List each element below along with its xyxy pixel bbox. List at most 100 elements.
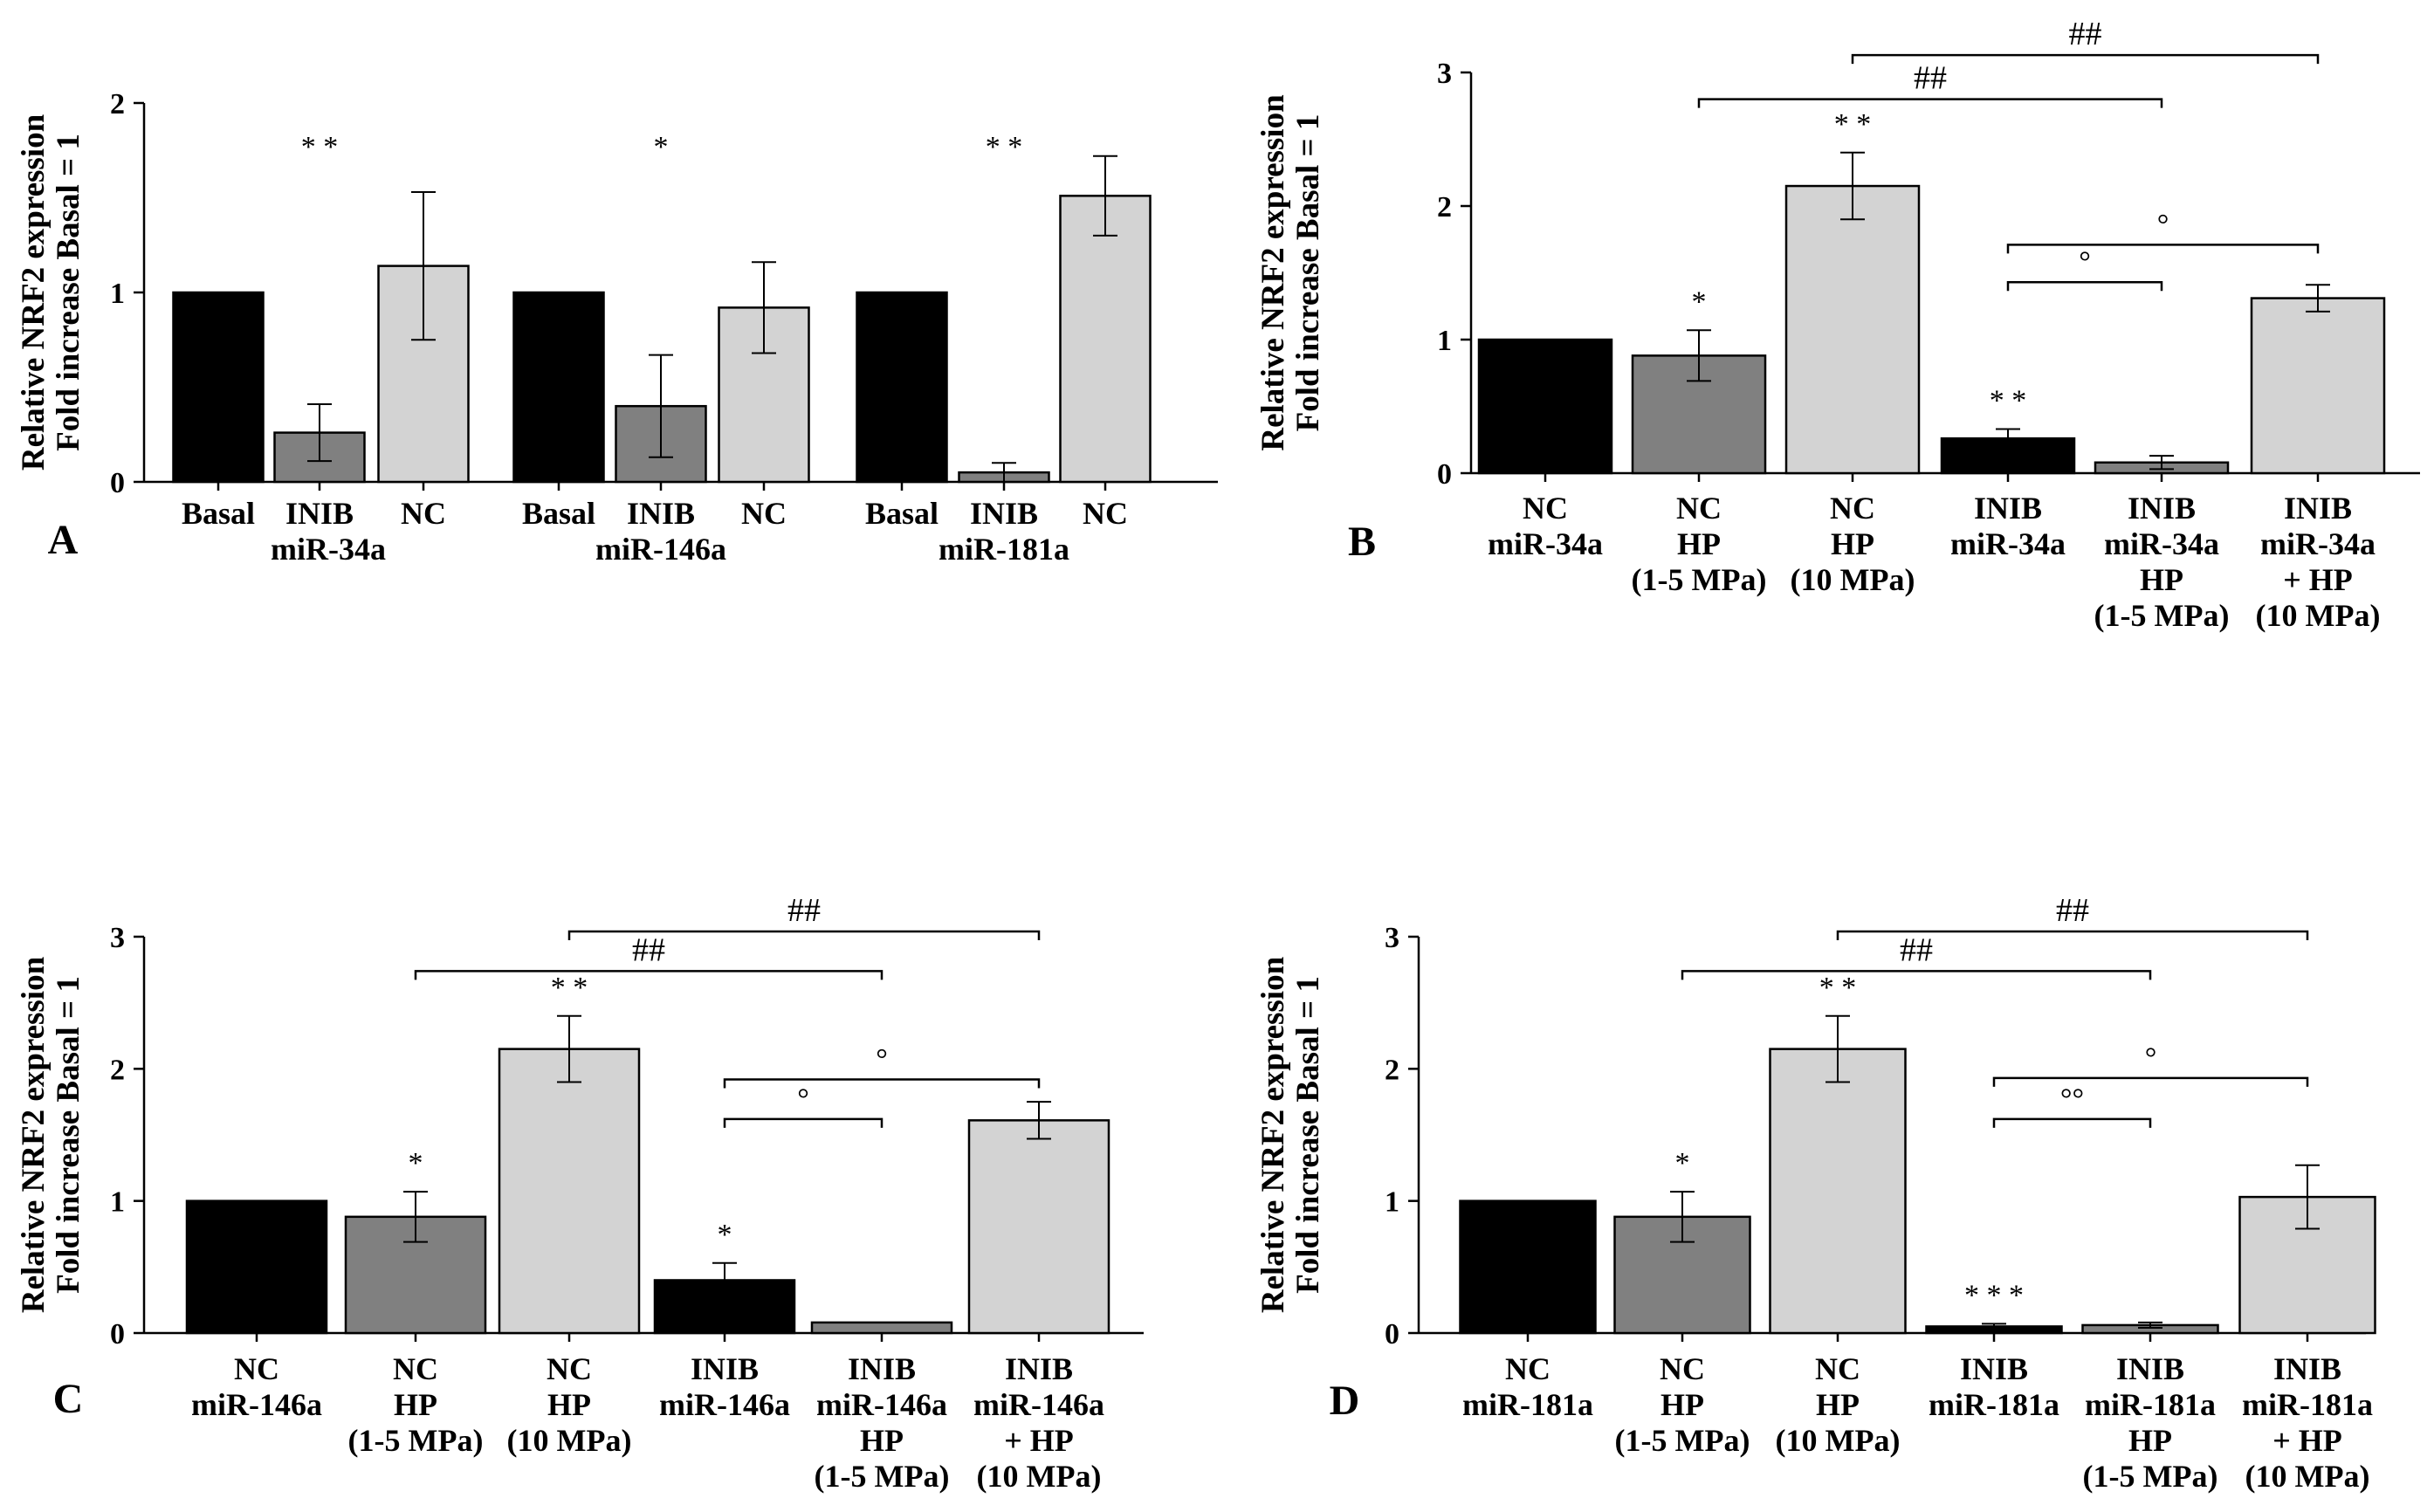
x-category-label: INIB (2116, 1351, 2184, 1386)
x-category-label: HP (1816, 1387, 1860, 1422)
comparison-bracket (1851, 53, 2320, 65)
x-category-label: NC (1676, 491, 1722, 526)
chart-panel-d: Relative NRF2 expression Fold increase Ba… (1255, 892, 2376, 1494)
significance-marker: * * (1990, 385, 2027, 417)
x-category-label: INIB (1974, 491, 2042, 526)
y-axis-label-line2: Fold increase Basal = 1 (51, 976, 86, 1294)
bar (2250, 297, 2386, 475)
x-category-label: HP (1677, 526, 1721, 561)
x-category-label: INIB (970, 496, 1038, 531)
x-category-label: INIB (285, 496, 354, 531)
x-category-label: (10 MPa) (507, 1423, 632, 1458)
x-category-label: + HP (2272, 1423, 2342, 1458)
panel-letter: C (53, 1376, 84, 1422)
x-category-label: HP (860, 1423, 904, 1458)
x-group-label: miR-146a (595, 532, 726, 567)
x-category-label: miR-181a (1462, 1387, 1593, 1422)
x-category-label: miR-146a (191, 1387, 322, 1422)
x-category-label: INIB (1005, 1351, 1073, 1386)
x-category-label: NC (741, 496, 787, 531)
y-tick-label: 3 (1437, 58, 1452, 90)
y-axis-label-line1: Relative NRF2 expression (1255, 94, 1291, 451)
comparison-bracket (2006, 280, 2163, 292)
y-axis-label-line1: Relative NRF2 expression (16, 956, 52, 1313)
comparison-bracket (2006, 244, 2320, 254)
y-tick-label: 0 (1385, 1318, 1399, 1350)
x-category-label: miR-34a (1488, 526, 1603, 561)
x-category-label: INIB (2128, 491, 2196, 526)
significance-marker: * * * (1964, 1279, 2024, 1311)
x-category-label: (1-5 MPa) (348, 1423, 484, 1458)
bracket-significance-label: °° (2060, 1083, 2084, 1116)
y-tick-label: 1 (1437, 325, 1452, 357)
comparison-bracket (1992, 1117, 2152, 1128)
bar (810, 1321, 953, 1335)
y-axis-label-line2: Fold increase Basal = 1 (1290, 976, 1326, 1294)
x-category-label: NC (547, 1351, 592, 1386)
x-group-label: miR-181a (939, 532, 1069, 567)
x-category-label: HP (547, 1387, 591, 1422)
significance-marker: * * (1819, 972, 1857, 1004)
x-category-label: miR-34a (1950, 526, 2066, 561)
x-category-label: HP (2140, 562, 2183, 597)
significance-marker: * (1675, 1147, 1690, 1179)
x-category-label: NC (234, 1351, 279, 1386)
bracket-significance-label: ## (632, 931, 665, 968)
chart-panel-a: Relative NRF2 expression Fold increase Ba… (16, 88, 1218, 567)
x-category-label: Basal (522, 496, 595, 531)
x-category-label: HP (394, 1387, 437, 1422)
bracket-significance-label: ° (876, 1043, 888, 1076)
bracket-significance-label: ## (1900, 931, 1933, 968)
bar (653, 1279, 796, 1335)
x-category-label: NC (1083, 496, 1128, 531)
y-axis-label-line1: Relative NRF2 expression (1255, 956, 1291, 1313)
significance-marker: * * (301, 131, 339, 163)
x-category-label: (1-5 MPa) (1632, 562, 1767, 597)
bracket-significance-label: ## (2069, 16, 2102, 52)
x-category-label: Basal (182, 496, 255, 531)
bar (1477, 338, 1613, 475)
significance-marker: * (1692, 285, 1707, 318)
bracket-significance-label: ° (2079, 246, 2091, 278)
bracket-significance-label: ## (1914, 60, 1947, 97)
y-axis-label-line2: Fold increase Basal = 1 (51, 134, 86, 451)
y-tick-label: 2 (110, 1054, 125, 1086)
panel-letter: B (1348, 519, 1376, 565)
x-category-label: HP (1660, 1387, 1704, 1422)
bar (1769, 1048, 1907, 1335)
bar (1459, 1199, 1597, 1335)
x-category-label: miR-181a (1929, 1387, 2059, 1422)
chart-panel-b: Relative NRF2 expression Fold increase Ba… (1255, 16, 2420, 633)
significance-marker: * * (986, 131, 1023, 163)
bar (172, 291, 265, 484)
x-category-label: INIB (627, 496, 695, 531)
x-category-label: NC (1523, 491, 1568, 526)
significance-marker: * * (551, 972, 588, 1004)
x-category-label: NC (393, 1351, 438, 1386)
significance-marker: * * (1834, 108, 1872, 141)
comparison-bracket (1681, 970, 2152, 980)
x-category-label: miR-34a (2104, 526, 2219, 561)
x-group-label: miR-34a (271, 532, 386, 567)
y-tick-label: 2 (1437, 191, 1452, 223)
y-tick-label: 1 (110, 1186, 125, 1219)
y-tick-label: 1 (1385, 1186, 1399, 1219)
comparison-bracket (1697, 98, 2163, 108)
bracket-significance-label: ## (787, 892, 821, 929)
comparison-bracket (567, 930, 1041, 940)
comparison-bracket (1836, 930, 2309, 940)
x-category-label: NC (1660, 1351, 1705, 1386)
bar (185, 1199, 328, 1335)
comparison-bracket (1992, 1076, 2309, 1087)
bar (1784, 184, 1921, 475)
y-axis-label-line1: Relative NRF2 expression (16, 113, 52, 471)
x-category-label: Basal (865, 496, 939, 531)
bracket-significance-label: ° (2157, 209, 2169, 241)
x-category-label: miR-146a (973, 1387, 1104, 1422)
y-tick-label: 0 (110, 467, 125, 499)
significance-marker: * (718, 1219, 732, 1251)
bar (856, 291, 948, 484)
x-category-label: NC (401, 496, 446, 531)
bracket-significance-label: ° (2145, 1042, 2157, 1075)
significance-marker: * (654, 131, 669, 163)
